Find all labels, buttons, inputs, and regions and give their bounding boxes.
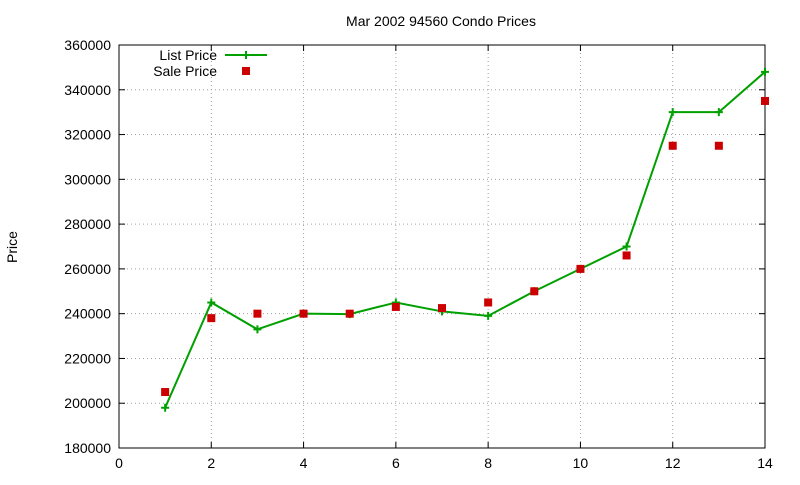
data-point-square — [242, 67, 250, 75]
data-point-plus — [622, 242, 631, 251]
data-point-plus — [668, 108, 677, 117]
y-tick-label: 360000 — [64, 37, 111, 53]
data-point-square — [299, 309, 308, 318]
legend: List Price Sale Price — [153, 47, 267, 79]
data-point-square — [438, 304, 446, 313]
chart-title: Mar 2002 94560 Condo Prices — [346, 13, 536, 29]
data-point-square — [714, 141, 723, 150]
y-tick-label: 200000 — [64, 395, 111, 411]
x-tick-label: 4 — [300, 455, 308, 471]
data-point-square — [161, 388, 170, 397]
data-point-square — [530, 287, 539, 296]
x-tick-label: 6 — [392, 455, 400, 471]
data-point-square — [622, 251, 631, 260]
data-point-plus — [253, 325, 262, 334]
y-tick-label: 240000 — [64, 306, 111, 322]
data-point-plus — [484, 311, 493, 320]
series-line — [164, 71, 766, 409]
x-tick-label: 0 — [115, 455, 123, 471]
data-point-square — [253, 309, 262, 318]
legend-label-list-price: List Price — [159, 47, 217, 63]
data-point-square — [207, 314, 216, 323]
y-tick-label: 340000 — [64, 82, 111, 98]
x-tick-label: 14 — [757, 455, 773, 471]
data-point-plus — [242, 51, 250, 59]
data-point-plus — [207, 298, 216, 307]
x-tick-label: 10 — [573, 455, 589, 471]
plot-border — [118, 44, 766, 449]
x-tick-label: 12 — [665, 455, 681, 471]
series-list-price — [161, 67, 769, 412]
x-tick-label: 8 — [484, 455, 492, 471]
legend-label-sale-price: Sale Price — [153, 63, 217, 79]
y-tick-label: 300000 — [64, 171, 111, 187]
data-point-square — [345, 309, 354, 318]
y-tick-label: 220000 — [64, 350, 111, 366]
series — [161, 67, 769, 412]
data-point-square — [391, 302, 400, 311]
data-point-square — [484, 298, 493, 307]
series-sale-price — [161, 96, 769, 397]
y-tick-label: 180000 — [64, 440, 111, 456]
y-tick-label: 320000 — [64, 127, 111, 143]
data-point-square — [576, 264, 585, 273]
data-point-square — [668, 141, 677, 150]
data-point-square — [761, 96, 769, 105]
data-point-plus — [761, 67, 769, 76]
y-tick-label: 280000 — [64, 216, 111, 232]
tick-labels: 0 2 4 6 8 10 12 14 180000 200000 220000 240000 26000… — [64, 37, 773, 471]
axes — [118, 44, 766, 449]
data-point-plus — [714, 108, 723, 117]
y-tick-label: 260000 — [64, 261, 111, 277]
grid — [119, 45, 765, 448]
y-axis-label: Price — [4, 231, 20, 263]
x-tick-label: 2 — [207, 455, 215, 471]
data-point-plus — [161, 403, 170, 412]
